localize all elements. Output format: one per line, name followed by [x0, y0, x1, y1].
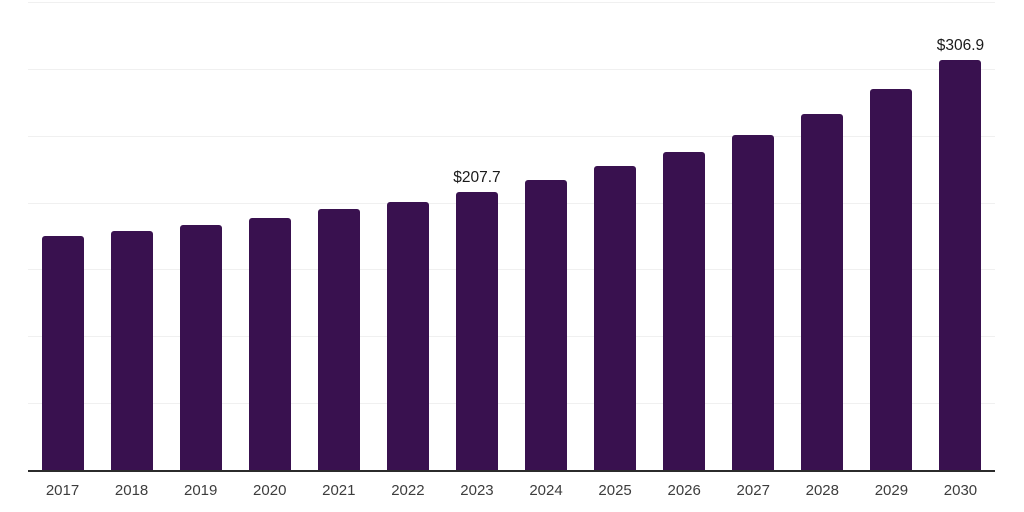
bar-2018	[110, 230, 153, 470]
bar-2020	[248, 217, 291, 470]
tick-label-2022: 2022	[391, 482, 425, 499]
tick-label-2024: 2024	[529, 482, 563, 499]
tick-label-2026: 2026	[667, 482, 701, 499]
bar-2027	[732, 134, 775, 470]
data-label-2023: $207.7	[453, 169, 501, 187]
plot-area: $207.7 $306.9	[28, 2, 995, 472]
bar-2017	[41, 235, 84, 470]
bar-2029	[870, 89, 913, 470]
bar-2021	[317, 208, 360, 470]
gridline-100	[28, 336, 995, 338]
bar-2019	[179, 224, 222, 470]
x-axis-tick-labels: 2017 2018 2019 2020 2021 2022 2023 2024 2025 2026…	[28, 482, 995, 506]
tick-label-2019: 2019	[183, 482, 218, 499]
bar-2028	[801, 113, 844, 470]
bar-2023	[455, 192, 498, 470]
bar-2022	[386, 202, 429, 470]
bar-2026	[663, 152, 706, 470]
tick-label-2021: 2021	[322, 482, 356, 499]
gridline-150	[28, 269, 995, 271]
data-label-2030: $306.9	[936, 36, 985, 54]
tick-label-2018: 2018	[114, 482, 149, 499]
tick-label-2020: 2020	[253, 482, 287, 499]
gridline-200	[28, 202, 995, 204]
gridline-300	[28, 68, 995, 70]
bar-2030	[939, 59, 982, 470]
tick-label-2028: 2028	[805, 482, 839, 499]
gridline-350	[28, 2, 995, 3]
bar-2024	[525, 179, 568, 470]
tick-label-2025: 2025	[598, 482, 632, 499]
bar-2025	[594, 166, 637, 470]
tick-label-2030: 2030	[943, 482, 978, 499]
tick-label-2029: 2029	[874, 482, 909, 499]
gridline-50	[28, 403, 995, 405]
tick-label-2023: 2023	[460, 482, 494, 499]
gridline-250	[28, 135, 995, 137]
tick-label-2017: 2017	[45, 482, 80, 499]
tick-label-2027: 2027	[736, 482, 770, 499]
